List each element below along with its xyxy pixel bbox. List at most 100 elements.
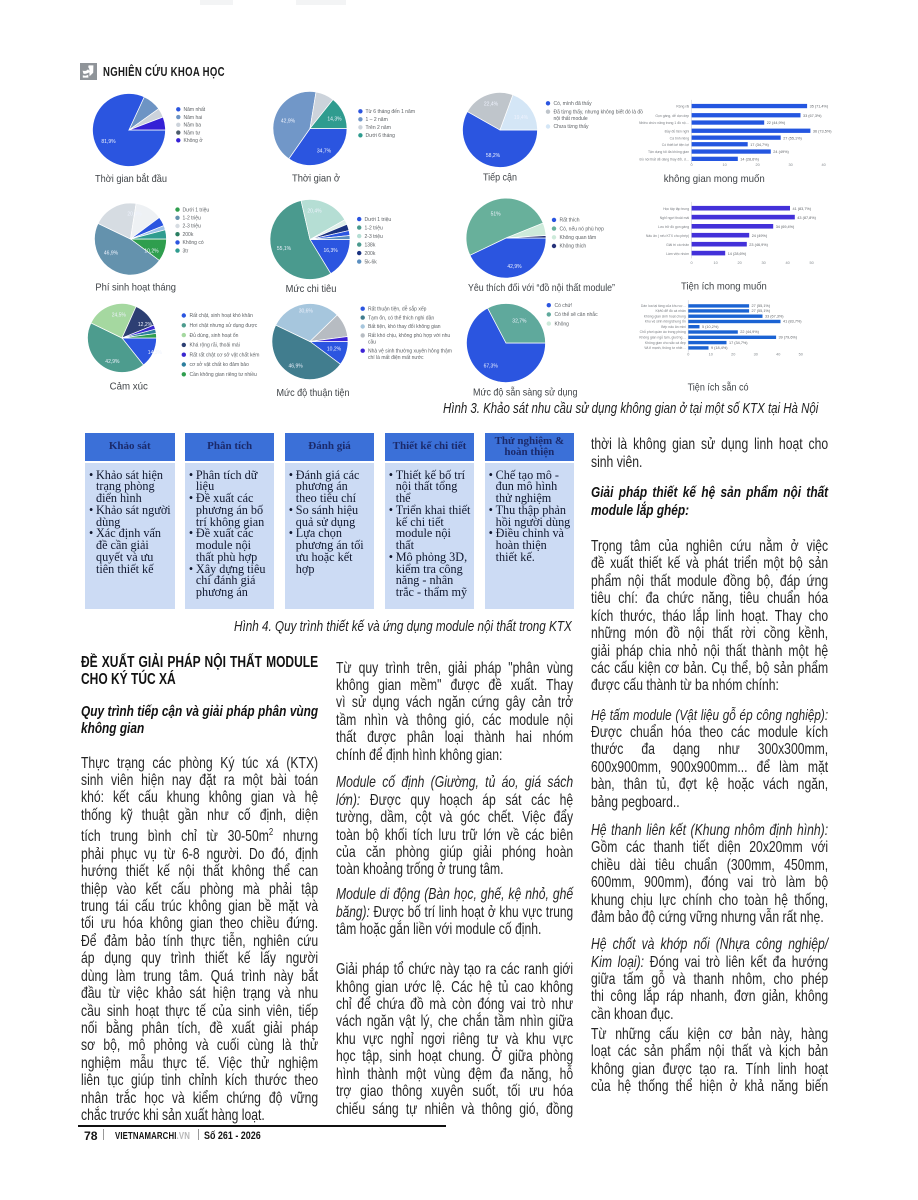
svg-text:Chưa từng thấy: Chưa từng thấy [554,124,590,130]
svg-text:14,3%: 14,3% [327,117,342,123]
svg-text:2-3 triệu: 2-3 triệu [365,234,384,240]
svg-text:32,7%: 32,7% [512,319,527,325]
svg-text:200k: 200k [183,232,194,238]
svg-text:40: 40 [821,163,825,167]
svg-text:58,2%: 58,2% [486,153,501,159]
svg-text:Không quan tâm: Không quan tâm [560,235,597,241]
svg-text:Đủ dùng, sinh hoạt ổn: Đủ dùng, sinh hoạt ổn [190,332,239,339]
svg-text:39 (79,6%): 39 (79,6%) [779,336,798,340]
svg-text:33 (67,3%): 33 (67,3%) [803,114,822,118]
svg-text:Tạm ổn, có thể thích nghi dần: Tạm ổn, có thể thích nghi dần [368,314,434,321]
svg-text:Học tập tập trung: Học tập tập trung [663,207,689,211]
svg-text:Mức độ sẵn sàng sử dụng: Mức độ sẵn sàng sử dụng [473,386,578,399]
svg-text:Bất tiện, khó thay đổi không g: Bất tiện, khó thay đổi không gian [368,323,441,330]
svg-text:Rất thuận tiện, dễ sắp xếp: Rất thuận tiện, dễ sắp xếp [368,305,427,312]
svg-text:0: 0 [691,261,693,265]
svg-text:Có thiết kế tiện lợi: Có thiết kế tiện lợi [662,143,690,147]
svg-text:27 (55,1%): 27 (55,1%) [783,136,802,140]
svg-text:22 (44,9%): 22 (44,9%) [740,330,759,334]
svg-text:Không gian sinh hoạt chung: Không gian sinh hoạt chung [644,314,686,318]
svg-text:22 (44,9%): 22 (44,9%) [767,121,786,125]
svg-text:Không gian ngủ tạm, giường…: Không gian ngủ tạm, giường… [639,336,686,340]
svg-text:10,2%: 10,2% [327,347,342,353]
svg-text:Đã từng thấy, nhưng không biết: Đã từng thấy, nhưng không biết đó là đồ [554,109,644,115]
svg-text:1-2 triệu: 1-2 triệu [365,225,384,231]
svg-text:30: 30 [754,353,758,357]
svg-text:81,9%: 81,9% [101,139,116,145]
svg-text:Năm hai: Năm hai [184,115,203,121]
svg-text:3tr: 3tr [183,248,189,254]
svg-text:Rất khó chịu, không phù hợp vớ: Rất khó chịu, không phù hợp với nhu [368,333,450,339]
svg-text:24 (49%): 24 (49%) [773,150,789,154]
svg-text:5 (10,2%): 5 (10,2%) [702,325,719,329]
svg-text:Phí sinh hoạt tháng: Phí sinh hoạt tháng [95,283,176,294]
svg-text:10,2%: 10,2% [144,249,159,255]
svg-text:1 – 2 năm: 1 – 2 năm [366,117,388,123]
svg-text:67,3%: 67,3% [484,364,499,370]
svg-text:Dưới 6 tháng: Dưới 6 tháng [366,133,396,139]
svg-text:Không: Không [555,321,570,327]
svg-text:2-3 triệu: 2-3 triệu [183,224,202,230]
svg-text:10: 10 [709,353,713,357]
svg-text:Hơi chật nhưng sử dụng được: Hơi chật nhưng sử dụng được [190,322,258,329]
svg-text:10: 10 [713,261,717,265]
svg-text:Bếp nấu ăn mini: Bếp nấu ăn mini [661,325,686,329]
svg-text:Tận dụng tối đa không gian: Tận dụng tối đa không gian [648,150,689,154]
svg-text:Khá rộng rãi, thoải mái: Khá rộng rãi, thoải mái [190,343,240,349]
svg-text:Có thể sẽ cân nhắc: Có thể sẽ cân nhắc [555,311,599,318]
svg-text:Rất rất chật cơ sở vật chất ké: Rất rất chật cơ sở vật chất kém [190,351,260,358]
svg-text:10: 10 [722,163,726,167]
svg-text:42,9%: 42,9% [105,359,120,365]
svg-text:1-2 triệu: 1-2 triệu [183,216,202,222]
svg-text:Dưới 1 triệu: Dưới 1 triệu [183,207,210,213]
svg-text:Năm nhất: Năm nhất [184,107,206,113]
svg-text:Không gian cho sắc cá đẹp: Không gian cho sắc cá đẹp [645,340,686,345]
svg-text:41 (83,7%): 41 (83,7%) [783,320,802,324]
svg-text:50: 50 [809,261,813,265]
svg-text:Nhiều chức năng trong 1 đồ nộ…: Nhiều chức năng trong 1 đồ nộ… [639,121,689,125]
svg-text:138k: 138k [365,242,376,248]
svg-text:Dàn loa tại tầng của khu vự…: Dàn loa tại tầng của khu vự… [641,304,686,308]
svg-text:Rộng rãi: Rộng rãi [676,105,689,109]
svg-text:Mức độ thuận tiện: Mức độ thuận tiện [277,388,350,399]
svg-text:43 (87,8%): 43 (87,8%) [797,216,816,220]
svg-text:Rất thích: Rất thích [560,218,580,224]
svg-text:46,9%: 46,9% [104,251,119,257]
svg-text:Năm ba: Năm ba [184,123,202,129]
svg-text:không gian mong muốn: không gian mong muốn [664,173,765,185]
svg-text:40: 40 [785,261,789,265]
svg-text:30: 30 [761,261,765,265]
svg-text:Thời gian ở: Thời gian ở [292,173,340,185]
svg-text:Giải trí cá nhân: Giải trí cá nhân [666,243,689,247]
svg-text:20,4%: 20,4% [307,209,322,215]
svg-text:Không thích: Không thích [560,244,587,250]
svg-text:Chỗ phơi quần áo trong phòng: Chỗ phơi quần áo trong phòng [640,329,686,334]
svg-text:51%: 51% [491,212,502,218]
svg-text:Đồ nội thất dễ dàng thay đổi,: Đồ nội thất dễ dàng thay đổi, d… [640,157,690,162]
svg-text:Có, mình đã thấy: Có, mình đã thấy [554,101,593,107]
svg-text:17 (34,7%): 17 (34,7%) [750,143,769,147]
svg-text:36 (73,5%): 36 (73,5%) [813,129,832,133]
svg-text:cầu: cầu [368,340,376,346]
svg-text:33 (67,3%): 33 (67,3%) [765,314,784,318]
svg-text:Có, nếu nó phù hợp: Có, nếu nó phù hợp [560,226,605,232]
svg-text:9 (18,4%): 9 (18,4%) [711,346,728,350]
svg-text:50: 50 [799,353,803,357]
svg-text:24,5%: 24,5% [112,313,127,319]
svg-text:46,9%: 46,9% [289,364,304,370]
svg-text:14 (28,6%): 14 (28,6%) [740,158,759,162]
svg-text:Cần không gian riêng tư nhiều: Cần không gian riêng tư nhiều [190,372,258,378]
svg-text:20,4%: 20,4% [127,212,142,218]
svg-text:Từ 6 tháng đến 1 năm: Từ 6 tháng đến 1 năm [366,109,416,115]
svg-text:Dưới 1 triệu: Dưới 1 triệu [365,217,392,223]
svg-text:Không có: Không có [183,240,204,246]
svg-text:27 (55,1%): 27 (55,1%) [752,309,771,313]
svg-text:14,3%: 14,3% [148,350,163,356]
svg-text:12,2%: 12,2% [138,322,153,328]
svg-text:Wi-fi mạnh, thông tư nhiề…: Wi-fi mạnh, thông tư nhiề… [644,346,685,350]
svg-text:30,6%: 30,6% [299,309,314,315]
svg-text:55,1%: 55,1% [277,246,292,252]
svg-text:16,3%: 16,3% [324,248,339,254]
svg-text:Tiện ích sẵn có: Tiện ích sẵn có [688,381,749,394]
svg-text:41 (83,7%): 41 (83,7%) [793,207,812,211]
